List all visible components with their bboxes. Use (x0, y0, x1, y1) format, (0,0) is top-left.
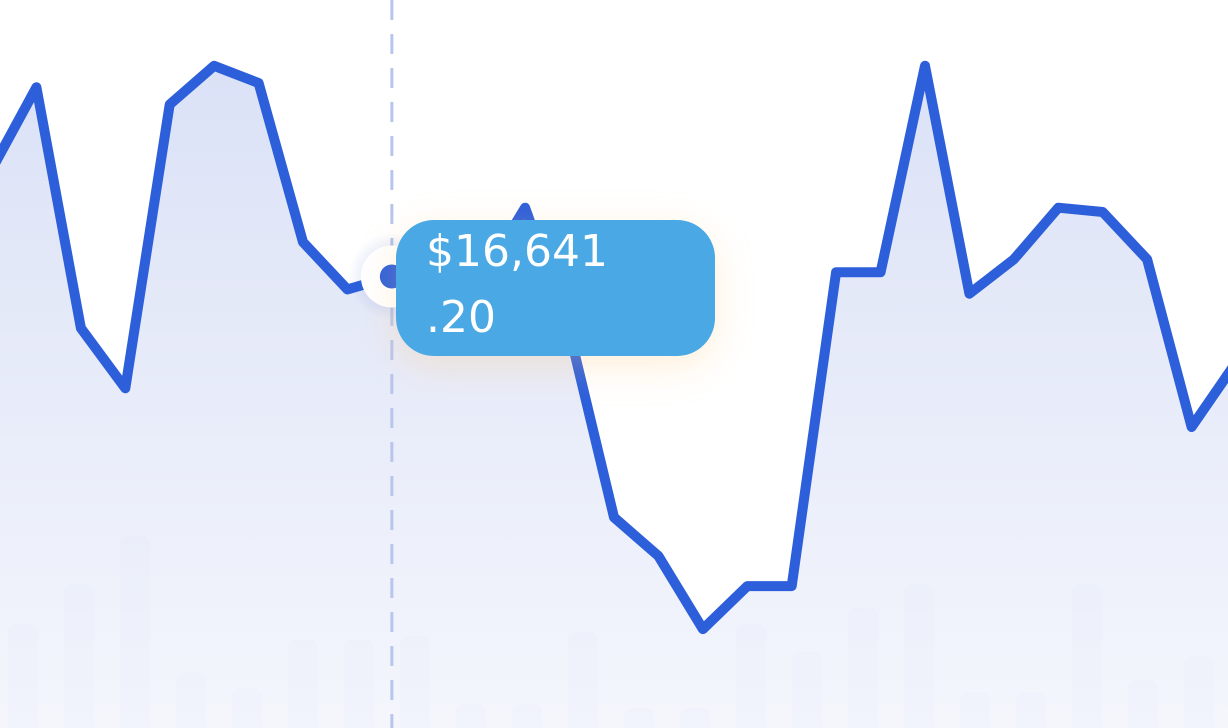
price-line (0, 60, 1228, 635)
tooltip-value-line-2: .20 (426, 292, 496, 343)
value-tooltip: $16,641 .20 (396, 220, 715, 356)
area-fill (0, 65, 1228, 728)
tooltip-value-line-1: $16,641 (426, 226, 608, 277)
